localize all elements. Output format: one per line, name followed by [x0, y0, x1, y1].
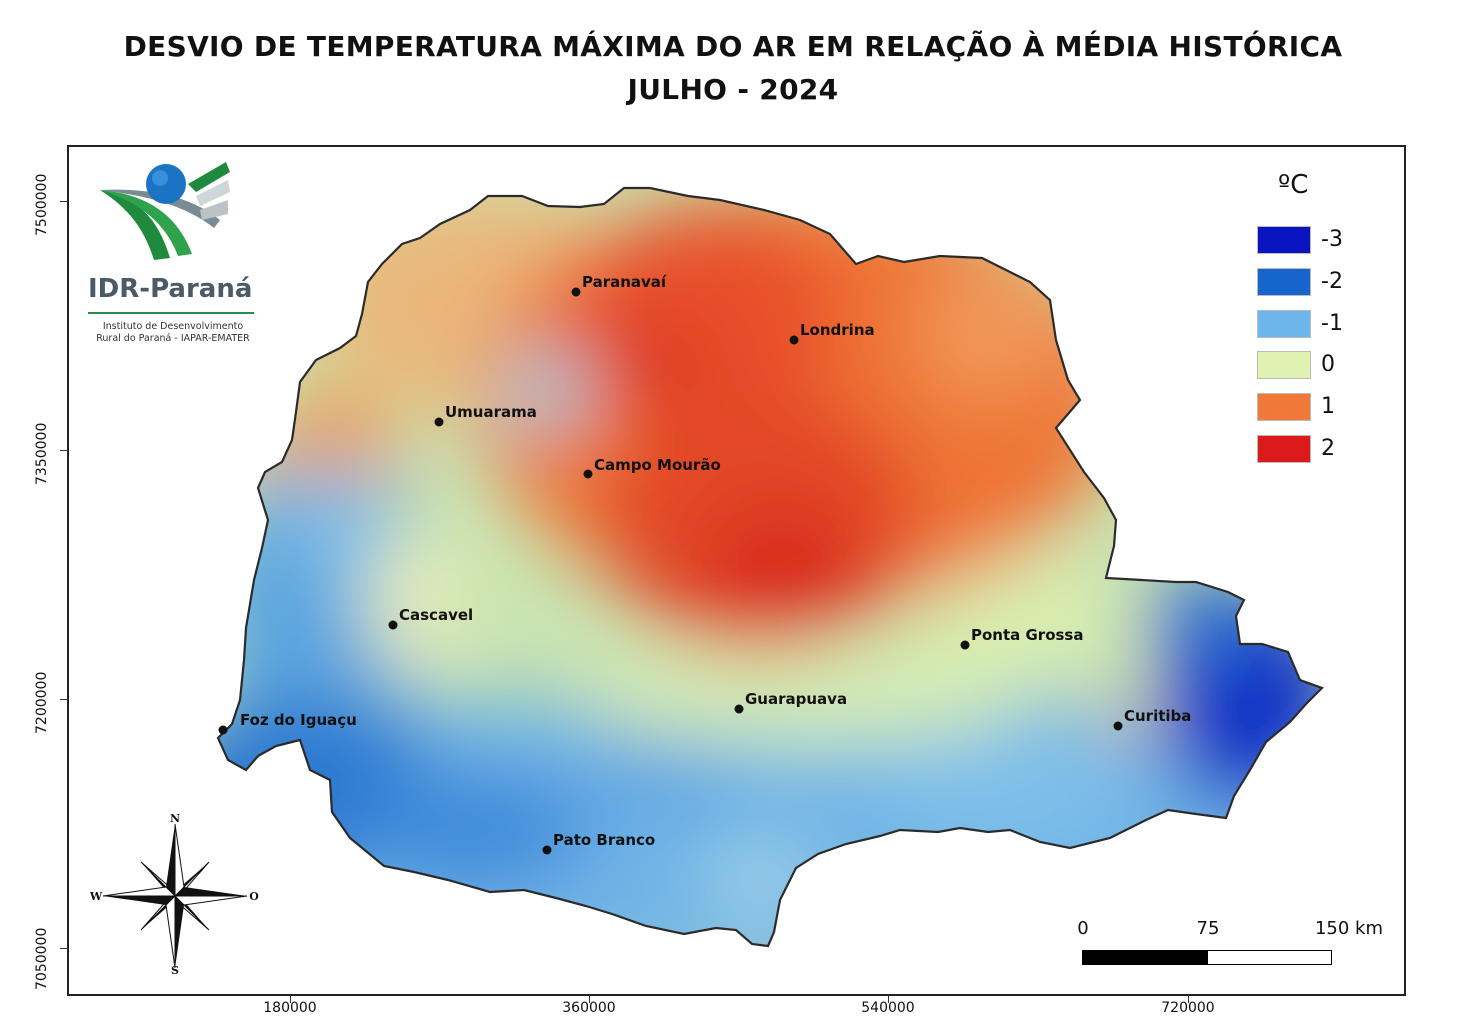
map-title-line2: JULHO - 2024	[627, 73, 839, 106]
logo-divider	[88, 312, 254, 314]
legend-label: 1	[1321, 394, 1335, 419]
city-label: Campo Mourão	[594, 456, 721, 474]
logo-subtitle-line1: Instituto de Desenvolvimento	[102, 321, 244, 332]
city-label: Guarapuava	[745, 690, 847, 708]
y-tick	[60, 699, 68, 700]
x-tick-label: 540000	[861, 1000, 915, 1016]
legend-swatch	[1257, 435, 1311, 463]
scale-label: 75	[1196, 918, 1220, 939]
compass-rose: N S W O	[89, 810, 260, 980]
y-tick	[60, 450, 68, 451]
city-cascavel: Cascavel	[388, 606, 473, 630]
city-label: Londrina	[800, 321, 875, 339]
legend-swatch	[1257, 393, 1311, 421]
logo-subtitle-line2: Rural do Paraná - IAPAR-EMATER	[96, 333, 250, 344]
logo-emblem-icon	[100, 162, 230, 260]
city-label: Cascavel	[399, 606, 473, 624]
legend-swatch	[1257, 310, 1311, 338]
city-label: Foz do Iguaçu	[240, 711, 357, 729]
city-label: Ponta Grossa	[971, 626, 1084, 644]
legend-label: -1	[1321, 311, 1343, 336]
map-title-line1: DESVIO DE TEMPERATURA MÁXIMA DO AR EM RE…	[123, 30, 1343, 63]
legend-label: -3	[1321, 227, 1343, 252]
scale-bar-graphic	[1082, 950, 1332, 965]
compass-west-label: W	[90, 890, 103, 903]
legend-label: 2	[1321, 436, 1335, 461]
logo-name: IDR-Paraná	[88, 274, 253, 304]
city-curitiba: Curitiba	[1113, 707, 1191, 731]
scale-bar: 0 75 150 km	[1075, 918, 1395, 974]
city-paranavai: Paranavaí	[571, 273, 667, 297]
city-label: Curitiba	[1124, 707, 1191, 725]
y-tick	[60, 201, 68, 202]
idr-parana-logo: IDR-Paraná Instituto de Desenvolvimento …	[88, 158, 260, 348]
compass-rose-icon: N S W O	[89, 812, 259, 977]
legend-unit: ºC	[1278, 170, 1309, 200]
scale-label: 0	[1077, 918, 1089, 939]
city-londrina: Londrina	[789, 321, 875, 345]
city-label: Pato Branco	[553, 831, 655, 849]
legend-label: 0	[1321, 352, 1335, 377]
x-tick-label: 360000	[562, 1000, 616, 1016]
city-ponta-grossa: Ponta Grossa	[960, 626, 1084, 650]
legend-swatch	[1257, 268, 1311, 296]
city-campo-mourao: Campo Mourão	[583, 456, 721, 479]
compass-east-label: O	[249, 890, 259, 903]
legend-swatch	[1257, 226, 1311, 254]
x-tick	[888, 995, 889, 1003]
scale-label: 150 km	[1314, 918, 1384, 939]
city-label: Paranavaí	[582, 273, 667, 291]
city-pato-branco: Pato Branco	[542, 831, 655, 855]
city-guarapuava: Guarapuava	[734, 690, 847, 714]
y-tick	[60, 948, 68, 949]
city-umuarama: Umuarama	[434, 403, 537, 427]
city-foz-do-iguacu: Foz do Iguaçu	[218, 711, 357, 735]
city-label: Umuarama	[445, 403, 537, 421]
x-tick	[589, 995, 590, 1003]
x-tick-label: 720000	[1161, 1000, 1215, 1016]
x-tick-label: 180000	[263, 1000, 317, 1016]
legend-swatch	[1257, 351, 1311, 379]
compass-north-label: N	[170, 812, 180, 825]
legend-label: -2	[1321, 269, 1343, 294]
compass-south-label: S	[171, 964, 179, 977]
x-tick	[290, 995, 291, 1003]
x-tick	[1188, 995, 1189, 1003]
